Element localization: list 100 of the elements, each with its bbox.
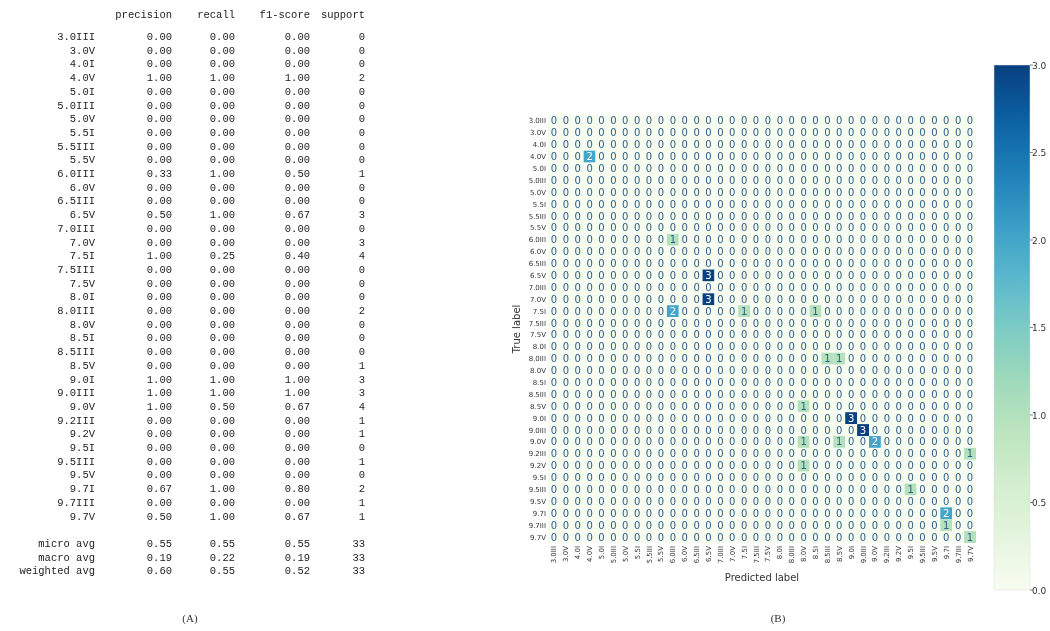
data-label: 0	[657, 293, 665, 305]
data-label: 0	[562, 448, 570, 460]
data-label: 0	[788, 460, 795, 472]
data-label: 0	[800, 163, 807, 174]
data-label: 0	[943, 365, 950, 377]
data-label: 0	[681, 281, 688, 293]
data-label: 0	[954, 258, 962, 270]
color-bar-label: 2.5	[1032, 148, 1047, 158]
data-label: 0	[966, 163, 974, 174]
data-label: 0.00	[146, 99, 172, 112]
data-label: 0.80	[284, 483, 310, 496]
data-label: 0	[705, 448, 712, 460]
data-label: 0	[847, 436, 855, 448]
data-label: 0	[669, 163, 677, 174]
data-label: 0	[586, 436, 593, 448]
data-label: 0	[954, 377, 962, 388]
data-label: 1	[358, 414, 365, 427]
data-label: 0	[574, 151, 581, 163]
data-label: 0	[740, 353, 748, 365]
data-label: 0	[788, 258, 795, 270]
y-tick-label: macro avg	[38, 551, 95, 564]
data-label: 0	[836, 519, 843, 531]
data-label: 0	[776, 495, 784, 507]
data-label: 0	[550, 484, 558, 495]
data-label: 0	[562, 139, 570, 151]
data-label: 0	[358, 58, 365, 71]
y-tick-label: 4.0I	[69, 58, 95, 71]
data-label: 0.00	[146, 428, 172, 441]
data-label: 0.00	[146, 31, 172, 43]
data-label: 0	[598, 246, 605, 258]
data-label: 0.00	[146, 85, 172, 98]
data-label: 0	[954, 495, 962, 507]
data-label: 0	[847, 472, 855, 484]
data-label: 0	[598, 139, 605, 151]
data-label: 0	[776, 484, 784, 495]
data-label: 0	[895, 163, 902, 174]
data-label: 0	[717, 400, 724, 412]
data-label: 0	[919, 115, 926, 127]
data-label: 0	[586, 353, 593, 365]
data-label: 0	[943, 174, 950, 186]
data-label: 0	[586, 186, 593, 198]
data-label: 0	[669, 507, 677, 519]
data-label: 0.00	[284, 31, 310, 43]
data-label: 0	[740, 163, 748, 174]
data-label: 0	[752, 281, 760, 293]
data-label: 1	[358, 428, 365, 441]
data-label: 0	[836, 139, 843, 151]
data-label: 0	[645, 281, 653, 293]
y-tick-label: 6.5V	[69, 209, 96, 222]
data-label: 0	[954, 234, 962, 246]
data-label: 0	[717, 424, 724, 436]
data-label: 0	[729, 163, 736, 174]
data-label: 0	[693, 210, 700, 222]
data-label: 0	[598, 377, 605, 388]
data-label: 0.00	[209, 263, 235, 276]
data-label: 0	[729, 293, 736, 305]
data-label: 0.00	[284, 455, 310, 468]
data-label: 0	[824, 210, 831, 222]
data-label: 0	[907, 115, 914, 127]
data-label: 0	[919, 174, 926, 186]
data-label: 0	[717, 163, 724, 174]
data-label: 0	[574, 424, 581, 436]
data-label: 0	[598, 531, 605, 543]
data-label: 0	[907, 495, 914, 507]
data-label: 0	[657, 163, 665, 174]
data-label: 0	[729, 258, 736, 270]
data-label: 0	[895, 484, 902, 495]
data-label: 0	[610, 127, 617, 139]
data-label: 0	[717, 186, 724, 198]
data-label: 0	[836, 472, 843, 484]
data-label: 1.00	[209, 387, 235, 400]
data-label: 0	[657, 246, 665, 258]
data-label: 0.50	[146, 209, 172, 222]
data-label: 0	[740, 412, 748, 424]
data-label: 0	[740, 139, 748, 151]
data-label: 4	[358, 400, 365, 413]
data-label: 0.00	[209, 428, 235, 441]
data-label: 0	[859, 353, 867, 365]
data-label: 0	[657, 270, 665, 281]
data-label: 0	[657, 412, 665, 424]
y-tick-label: 9.5V	[69, 469, 96, 482]
data-label: 0	[693, 186, 700, 198]
data-label: 0	[883, 436, 891, 448]
data-label: 0	[752, 317, 760, 329]
data-label: 0	[871, 139, 879, 151]
y-tick-label: 8.5III	[57, 346, 95, 359]
data-label: 0	[800, 495, 807, 507]
data-label: 0	[729, 460, 736, 472]
data-label: 0	[657, 341, 665, 353]
data-label: 0.00	[209, 332, 235, 345]
data-label: 0	[836, 186, 843, 198]
data-label: 0	[919, 365, 926, 377]
data-label: 0	[633, 293, 641, 305]
data-label: 0	[859, 281, 867, 293]
data-label: 0	[836, 305, 843, 317]
data-label: 0	[598, 424, 605, 436]
data-label: 0	[871, 365, 879, 377]
data-label: 0	[693, 163, 700, 174]
y-tick-label: 7.5V	[69, 277, 96, 290]
data-label: 0	[931, 472, 938, 484]
